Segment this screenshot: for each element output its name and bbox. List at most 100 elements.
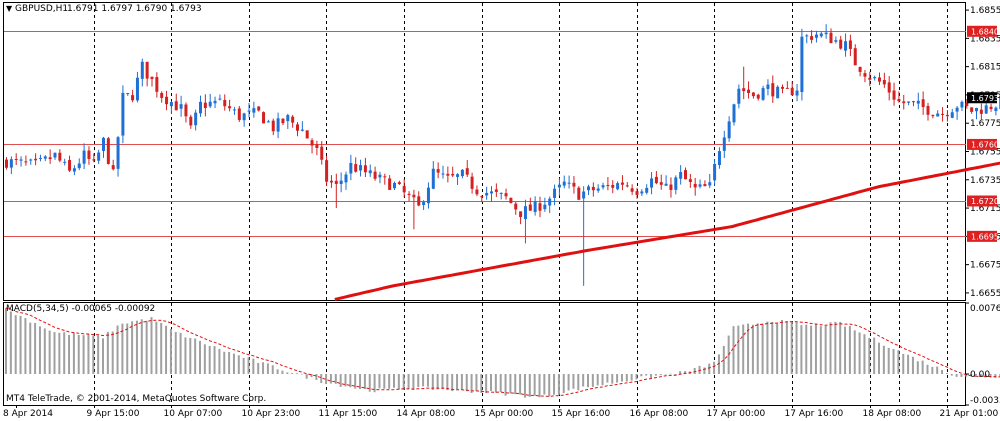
candle-body [378, 174, 382, 178]
candle-body [611, 184, 615, 188]
macd-bar [693, 367, 696, 375]
candle-body [587, 186, 590, 191]
y-tick-label: 1.6675 [970, 261, 1000, 271]
macd-bar [989, 374, 992, 378]
candle-body [262, 112, 266, 124]
macd-histogram [5, 307, 1000, 398]
x-tick-label: 17 Apr 16:00 [785, 409, 844, 419]
macd-bar [494, 374, 497, 393]
candle-body [126, 93, 130, 95]
candle-body [257, 106, 261, 111]
macd-bar [737, 325, 740, 375]
macd-bar [839, 322, 842, 375]
moving-average [334, 161, 1000, 301]
macd-bar [145, 320, 148, 375]
candle-body [499, 192, 503, 194]
macd-bar [451, 374, 454, 392]
candle-body [805, 35, 809, 37]
candle-body [150, 76, 154, 80]
collapse-arrow-icon[interactable]: ▼ [6, 4, 13, 13]
candle-body [882, 79, 886, 85]
macd-bar [742, 324, 745, 375]
macd-bar [63, 332, 66, 375]
candle-body [465, 168, 469, 175]
macd-bar [14, 315, 17, 375]
level-tag-label: 1.6720 [971, 197, 999, 206]
candle-body [625, 185, 629, 187]
level-tag[interactable] [967, 195, 997, 207]
macd-bar [611, 374, 614, 384]
macd-bar [824, 325, 827, 375]
level-tag[interactable] [967, 138, 997, 150]
macd-bar [975, 374, 977, 376]
macd-bar [291, 373, 294, 375]
candle-body [945, 114, 949, 117]
macd-y-tick-label: 0.00768 [970, 304, 1000, 314]
candle-body [800, 36, 804, 93]
macd-bar [121, 323, 124, 375]
macd-bar [659, 374, 662, 376]
candle-body [106, 138, 110, 164]
macd-bar [431, 374, 434, 390]
macd-bar [936, 366, 939, 375]
time-axis: 8 Apr 2014 9 Apr 15:00 10 Apr 07:00 10 Apr … [3, 405, 998, 419]
x-tick-label: 16 Apr 08:00 [630, 409, 689, 419]
macd-bar [344, 374, 347, 387]
level-tag[interactable] [967, 25, 997, 37]
macd-bar [97, 335, 100, 375]
candle-body [684, 170, 687, 180]
candle-body [907, 101, 911, 103]
candle-body [305, 130, 309, 139]
macd-bar [601, 374, 604, 386]
candle-body [897, 99, 901, 102]
macd-bar [460, 374, 463, 390]
macd-bar [368, 374, 371, 392]
macd-y-tick-label: -0.00335 [970, 396, 1000, 406]
macd-bar [9, 311, 12, 375]
y-tick-label: 1.6815 [970, 63, 1000, 73]
macd-bar [698, 365, 701, 375]
macd-bar [242, 357, 245, 375]
level-tag[interactable] [967, 230, 997, 242]
candle-body [393, 182, 396, 189]
candle-body [189, 116, 193, 126]
macd-bar [533, 374, 536, 396]
candle-body [470, 176, 474, 189]
candle-body [766, 84, 770, 89]
macd-bar [349, 374, 352, 388]
macd-bar [620, 374, 623, 382]
candle-body [960, 101, 964, 108]
macd-bar [509, 374, 512, 394]
candle-body [48, 157, 52, 160]
candle-body [596, 188, 600, 191]
macd-bar [102, 338, 104, 375]
candle-body [679, 172, 683, 179]
macd-bar [232, 353, 235, 375]
candle-body [383, 176, 387, 178]
candle-body [984, 105, 988, 114]
candle-body [853, 48, 857, 66]
x-tick-label: 15 Apr 16:00 [552, 409, 611, 419]
macd-bar [630, 374, 633, 381]
macd-bar [829, 322, 832, 375]
candle-body [184, 104, 188, 117]
candle-body [523, 206, 527, 220]
macd-bar [310, 374, 313, 378]
candle-body [844, 41, 848, 51]
macd-bar [868, 337, 871, 375]
macd-bar [436, 374, 439, 390]
macd-bar [19, 315, 22, 375]
macd-bar [548, 374, 551, 397]
macd-bar [194, 338, 197, 375]
candle-body [776, 86, 780, 99]
candle-body [431, 168, 435, 189]
macd-bar [955, 374, 958, 377]
macd-bar [882, 345, 885, 375]
grid-lines [94, 3, 948, 405]
macd-bar [5, 307, 7, 375]
macd-bar [165, 325, 168, 375]
macd-bar [553, 374, 556, 395]
macd-bar [669, 373, 672, 375]
horizontal-levels[interactable] [4, 31, 966, 237]
